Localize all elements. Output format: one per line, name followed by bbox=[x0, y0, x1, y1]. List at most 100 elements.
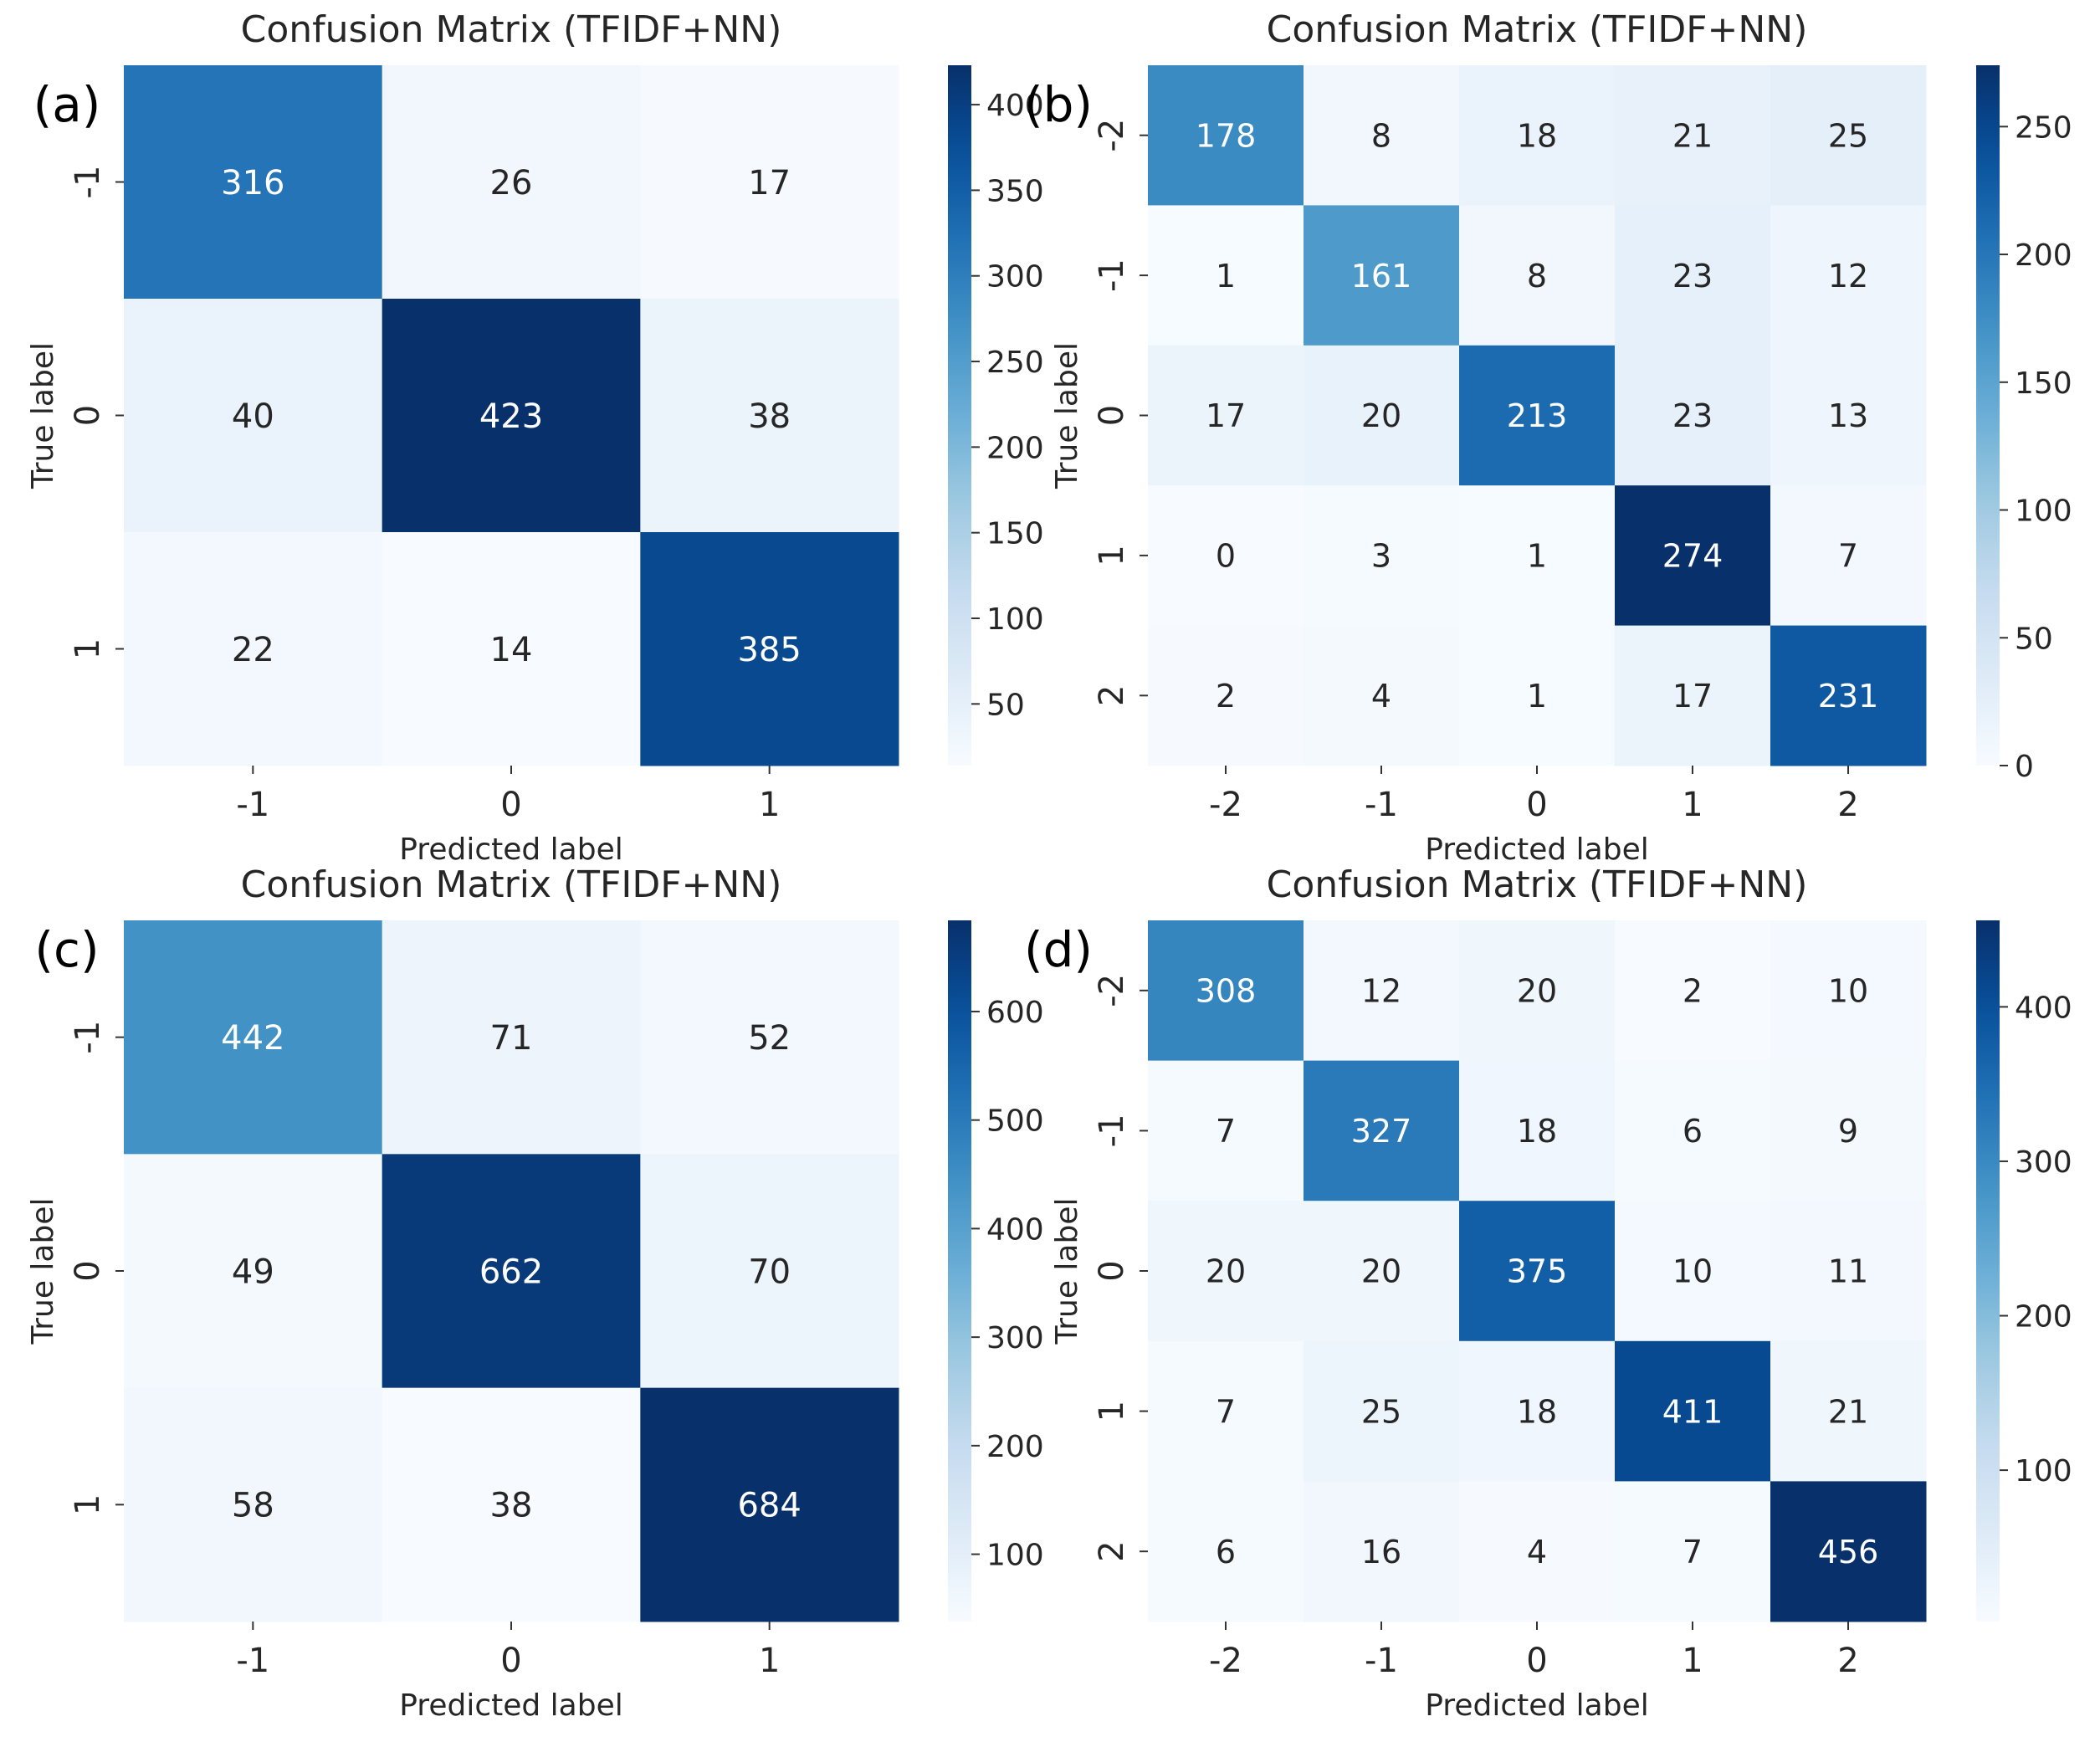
colorbar-tick-label: 350 bbox=[986, 174, 1044, 208]
cell-value-label: 16 bbox=[1361, 1534, 1401, 1570]
colorbar-tick-label: 400 bbox=[2015, 991, 2072, 1025]
heatmap-cell bbox=[1459, 65, 1616, 206]
heatmap-cell bbox=[1770, 1060, 1927, 1201]
heatmap-cell bbox=[1148, 1060, 1304, 1201]
colorbar bbox=[948, 920, 971, 1622]
cell-value-label: 20 bbox=[1206, 1253, 1246, 1290]
heatmap-cell bbox=[1615, 625, 1771, 766]
heatmap-cell bbox=[1304, 485, 1460, 627]
cell-value-label: 17 bbox=[1206, 397, 1246, 434]
x-tick-label: 1 bbox=[759, 786, 780, 824]
colorbar-tick-label: 250 bbox=[986, 346, 1044, 380]
cell-value-label: 38 bbox=[748, 397, 791, 436]
x-tick-label: -1 bbox=[1365, 786, 1398, 824]
cell-value-label: 7 bbox=[1683, 1534, 1703, 1570]
cell-value-label: 3 bbox=[1371, 538, 1391, 575]
heatmap-cell bbox=[1615, 65, 1771, 206]
confusion-matrix-panel-3: 442 71 52 49 662 70 58 38 684 -1 0 1 -1 0 1 Confusion M… bbox=[26, 863, 1044, 1723]
x-tick-label: -1 bbox=[236, 1642, 269, 1680]
heatmap-cell bbox=[640, 299, 899, 533]
cell-value-label: 2 bbox=[1683, 972, 1703, 1009]
cell-value-label: 456 bbox=[1818, 1534, 1879, 1570]
cell-value-label: 6 bbox=[1683, 1113, 1703, 1150]
colorbar-tick-label: 400 bbox=[986, 89, 1044, 123]
colorbar-tick-label: 100 bbox=[986, 602, 1044, 637]
cell-value-label: 1 bbox=[1527, 678, 1547, 715]
x-tick-label: -1 bbox=[1365, 1642, 1398, 1680]
cell-value-label: 18 bbox=[1517, 1113, 1557, 1150]
cell-value-label: 7 bbox=[1216, 1113, 1236, 1150]
heatmap-cell bbox=[1615, 345, 1771, 486]
cell-value-label: 10 bbox=[1672, 1253, 1713, 1290]
cell-value-label: 327 bbox=[1351, 1113, 1412, 1150]
cell-value-label: 213 bbox=[1507, 397, 1568, 434]
cell-value-label: 274 bbox=[1662, 538, 1724, 575]
heatmap-cell bbox=[1615, 920, 1771, 1062]
cell-value-label: 20 bbox=[1517, 972, 1557, 1009]
chart-title: Confusion Matrix (TFIDF+NN) bbox=[1267, 8, 1808, 51]
panel-label: (d) bbox=[1024, 921, 1093, 978]
heatmap-cell bbox=[1459, 1481, 1616, 1622]
y-tick-label: 0 bbox=[1093, 1260, 1131, 1281]
heatmap-cell bbox=[640, 1387, 899, 1622]
heatmap-cell bbox=[1148, 1201, 1304, 1342]
heatmap-cell bbox=[1770, 1201, 1927, 1342]
heatmap-cell bbox=[640, 65, 899, 300]
colorbar-tick-label: 250 bbox=[2015, 110, 2072, 145]
cell-value-label: 40 bbox=[232, 397, 274, 436]
cell-value-label: 9 bbox=[1838, 1113, 1858, 1150]
colorbar-tick-label: 300 bbox=[986, 260, 1044, 295]
heatmap-cell bbox=[1459, 1201, 1616, 1342]
confusion-matrix-panel-4: 308 12 20 2 107 327 18 6 920 20 375 10 117 25 18 411 216… bbox=[1024, 863, 2072, 1723]
heatmap-cell bbox=[1615, 1201, 1771, 1342]
cell-value-label: 26 bbox=[490, 164, 533, 202]
cell-value-label: 6 bbox=[1216, 1534, 1236, 1570]
colorbar-tick-label: 400 bbox=[986, 1212, 1044, 1247]
chart-title: Confusion Matrix (TFIDF+NN) bbox=[241, 8, 782, 51]
y-tick-label: -1 bbox=[69, 1021, 107, 1054]
colorbar-tick-label: 200 bbox=[2015, 1300, 2072, 1335]
heatmap-cell bbox=[1770, 205, 1927, 346]
heatmap-cell bbox=[1770, 1481, 1927, 1622]
cell-value-label: 8 bbox=[1527, 258, 1547, 295]
y-tick-label: 1 bbox=[1093, 1401, 1131, 1422]
y-tick-label: -1 bbox=[1093, 1114, 1131, 1147]
x-tick-label: -2 bbox=[1209, 1642, 1242, 1680]
chart-title: Confusion Matrix (TFIDF+NN) bbox=[241, 863, 782, 906]
cell-value-label: 10 bbox=[1828, 972, 1868, 1009]
x-tick-label: 1 bbox=[759, 1642, 780, 1680]
cell-value-label: 8 bbox=[1371, 117, 1391, 154]
heatmap-cell bbox=[1148, 920, 1304, 1062]
cell-value-label: 22 bbox=[232, 631, 274, 669]
heatmap-cell bbox=[1459, 345, 1616, 486]
heatmap-cell bbox=[1615, 1340, 1771, 1482]
heatmap-cell bbox=[1304, 920, 1460, 1062]
heatmap-cell bbox=[1304, 65, 1460, 206]
panel-label: (c) bbox=[34, 921, 99, 978]
heatmap-cell bbox=[1770, 485, 1927, 627]
cell-value-label: 1 bbox=[1216, 258, 1236, 295]
x-tick-label: 0 bbox=[1526, 1642, 1547, 1680]
heatmap-cell bbox=[1304, 205, 1460, 346]
y-tick-label: 2 bbox=[1093, 685, 1131, 706]
y-tick-label: -2 bbox=[1093, 974, 1131, 1007]
y-tick-label: 1 bbox=[69, 638, 107, 659]
y-axis-label: True label bbox=[1050, 1198, 1084, 1345]
heatmap-cell bbox=[640, 920, 899, 1155]
x-tick-label: 0 bbox=[500, 1642, 521, 1680]
x-axis-label: Predicted label bbox=[1425, 833, 1649, 867]
cell-value-label: 385 bbox=[737, 631, 801, 669]
heatmap-cell bbox=[1770, 920, 1927, 1062]
x-tick-label: -2 bbox=[1209, 786, 1242, 824]
heatmap-cell bbox=[1459, 485, 1616, 627]
heatmap-cell bbox=[1615, 205, 1771, 346]
heatmap-cell bbox=[1770, 1340, 1927, 1482]
heatmap-cell bbox=[1770, 65, 1927, 206]
heatmap-cell bbox=[1148, 65, 1304, 206]
cell-value-label: 12 bbox=[1361, 972, 1401, 1009]
panel-label: (b) bbox=[1024, 76, 1093, 133]
heatmap-cell bbox=[1148, 625, 1304, 766]
heatmap-cell bbox=[382, 1154, 641, 1389]
cell-value-label: 178 bbox=[1196, 117, 1257, 154]
